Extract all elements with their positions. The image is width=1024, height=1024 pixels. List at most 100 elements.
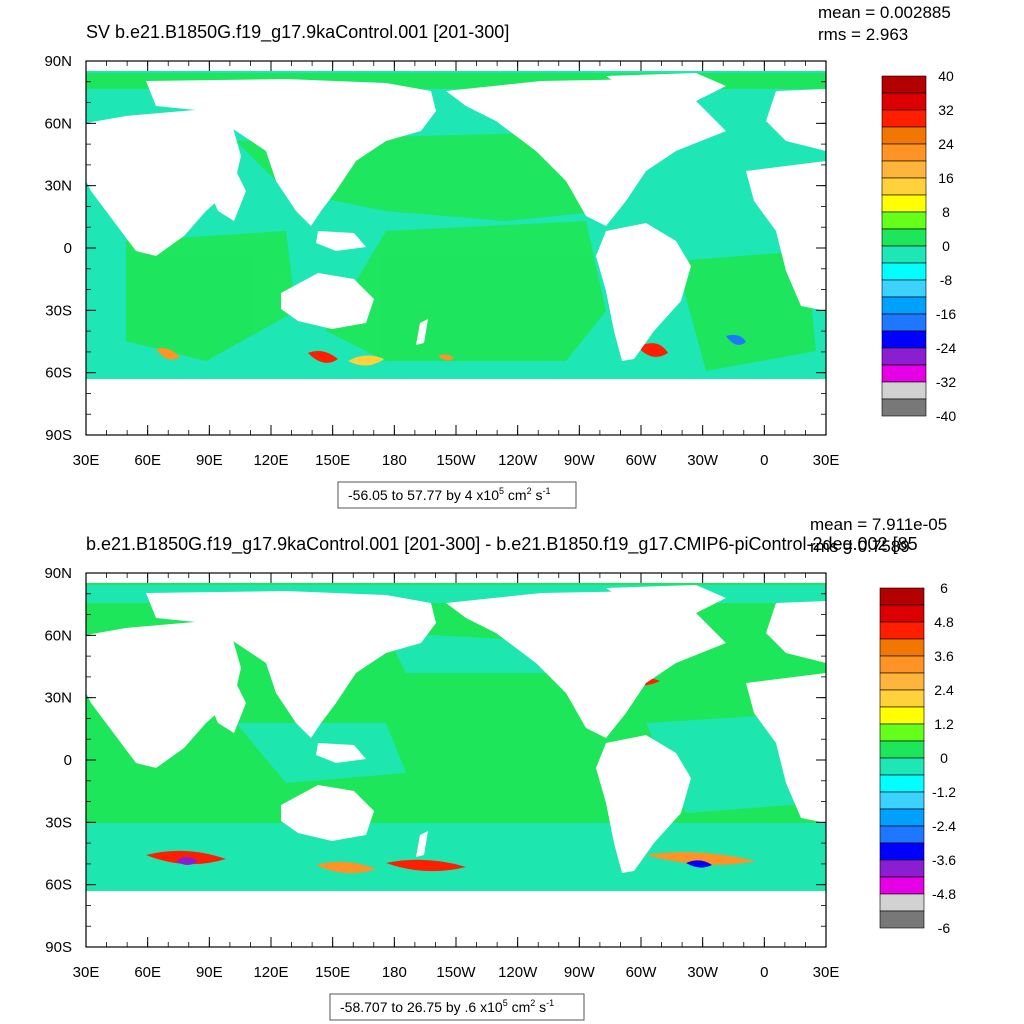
- colorbar-swatch: [881, 109, 927, 128]
- x-tick-label: 30E: [813, 964, 840, 981]
- colorbar-swatch: [881, 398, 927, 417]
- y-tick-label: 30N: [44, 178, 72, 195]
- x-tick-label: 90E: [196, 964, 223, 981]
- panel-1-title: SV b.e21.B1850G.f19_g17.9kaControl.001 […: [86, 22, 509, 43]
- y-tick-label: 90N: [44, 565, 72, 582]
- y-tick-label: 60S: [45, 877, 72, 894]
- colorbar-swatch: [879, 825, 925, 844]
- colorbar-label: -24: [936, 340, 956, 356]
- colorbar-label: 3.6: [934, 648, 954, 664]
- panel-1-units-s: s: [532, 487, 543, 503]
- colorbar-swatch: [879, 655, 925, 674]
- colorbar-swatch: [879, 893, 925, 912]
- panel-2-range-box: -58.707 to 26.75 by .6 x105 cm2 s-1: [329, 993, 585, 1021]
- svg-text:-58.707 to 26.75 by .6 x105 cm: -58.707 to 26.75 by .6 x105 cm2 s-1: [340, 998, 554, 1015]
- x-tick-label: 150E: [315, 452, 350, 469]
- colorbar-swatch: [879, 876, 925, 895]
- panel-1-units-inv: -1: [542, 486, 550, 496]
- colorbar-swatch: [879, 723, 925, 742]
- colorbar-swatch: [879, 689, 925, 708]
- panel-1-units-exp: 5: [499, 486, 504, 496]
- colorbar-label: -3.6: [932, 852, 956, 868]
- colorbar-swatch: [881, 126, 927, 145]
- y-tick-label: 90N: [44, 53, 72, 70]
- colorbar-swatch: [879, 638, 925, 657]
- colorbar-swatch: [881, 381, 927, 400]
- panel-2-y-axis: 90N 60N 30N 0 30S 60S 90S: [44, 565, 826, 956]
- y-tick-label: 90S: [45, 939, 72, 956]
- x-tick-label: 150E: [315, 964, 350, 981]
- colorbar-label: 0: [942, 238, 950, 254]
- x-tick-label: 0: [760, 452, 768, 469]
- y-tick-label: 30S: [45, 814, 72, 831]
- panel-2-title: b.e21.B1850G.f19_g17.9kaControl.001 [201…: [86, 534, 918, 555]
- x-tick-label: 30W: [687, 452, 719, 469]
- panel-1-y-axis: 90N 60N 30N 0 30S 60S 90S: [44, 53, 826, 444]
- panel-1-mean: mean = 0.002885: [818, 3, 951, 22]
- colorbar-swatch: [881, 143, 927, 162]
- panel-2-units-inv: -1: [546, 998, 554, 1008]
- y-tick-label: 60N: [44, 627, 72, 644]
- colorbar-swatch: [879, 672, 925, 691]
- panel-1-range-box: -56.05 to 57.77 by 4 x105 cm2 s-1: [337, 481, 577, 509]
- colorbar-label: 16: [938, 170, 954, 186]
- y-tick-label: 60S: [45, 365, 72, 382]
- colorbar-swatch: [879, 808, 925, 827]
- x-tick-label: 30E: [813, 452, 840, 469]
- x-tick-label: 30E: [73, 964, 100, 981]
- colorbar-swatch: [881, 211, 927, 230]
- colorbar-swatch: [879, 842, 925, 861]
- panel-2-x-axis: 30E 60E 90E 120E 150E 180 150W 120W 90W 60W 30W 0 30…: [73, 573, 840, 981]
- x-tick-label: 90E: [196, 452, 223, 469]
- panel-2-colorbar: 6 4.8 3.6 2.4 1.2 0 -1.2 -2.4 -3.6 -4.8 -6: [879, 580, 956, 936]
- svg-text:-56.05 to 57.77 by 4 x105 cm2: -56.05 to 57.77 by 4 x105 cm2 s-1: [348, 486, 551, 503]
- colorbar-swatch: [879, 910, 925, 929]
- colorbar-label: -8: [940, 272, 953, 288]
- colorbar-label: 6: [940, 580, 948, 596]
- colorbar-swatch: [881, 245, 927, 264]
- x-tick-label: 180: [382, 964, 407, 981]
- panel-1-rms: rms = 2.963: [818, 25, 908, 44]
- x-tick-label: 90W: [564, 452, 596, 469]
- colorbar-label: -40: [936, 408, 956, 424]
- colorbar-swatch: [881, 296, 927, 315]
- colorbar-swatch: [879, 587, 925, 606]
- colorbar-swatch: [881, 262, 927, 281]
- colorbar-swatch: [879, 740, 925, 759]
- colorbar-label: 0: [940, 750, 948, 766]
- panel-1-units-sq: 2: [527, 486, 532, 496]
- colorbar-swatch: [881, 347, 927, 366]
- panel-2-units-tail: cm: [508, 999, 531, 1015]
- panel-1-units-tail: cm: [504, 487, 527, 503]
- x-tick-label: 150W: [436, 452, 476, 469]
- colorbar-swatch: [879, 604, 925, 623]
- colorbar-label: -16: [936, 306, 956, 322]
- colorbar-label: -32: [936, 374, 956, 390]
- colorbar-swatch: [881, 279, 927, 298]
- colorbar-swatch: [879, 791, 925, 810]
- x-tick-label: 120E: [253, 452, 288, 469]
- colorbar-label: 2.4: [934, 682, 954, 698]
- colorbar-label: 40: [938, 68, 954, 84]
- colorbar-swatch: [879, 621, 925, 640]
- panel-2-range-text: -58.707 to 26.75 by .6 x10: [340, 999, 503, 1015]
- x-tick-label: 30W: [687, 964, 719, 981]
- x-tick-label: 120E: [253, 964, 288, 981]
- x-tick-label: 150W: [436, 964, 476, 981]
- x-tick-label: 60W: [626, 452, 658, 469]
- panel-2-units-exp: 5: [503, 998, 508, 1008]
- colorbar-label: -1.2: [932, 784, 956, 800]
- colorbar-swatch: [881, 194, 927, 213]
- x-tick-label: 180: [382, 452, 407, 469]
- x-tick-label: 90W: [564, 964, 596, 981]
- panel-2-eddies: [146, 630, 756, 874]
- x-tick-label: 120W: [498, 964, 538, 981]
- panel-2-units-s: s: [535, 999, 546, 1015]
- y-tick-label: 30N: [44, 690, 72, 707]
- colorbar-label: 24: [938, 136, 954, 152]
- x-tick-label: 120W: [498, 452, 538, 469]
- colorbar-label: -6: [938, 920, 951, 936]
- colorbar-swatch: [881, 228, 927, 247]
- colorbar-label: 4.8: [934, 614, 954, 630]
